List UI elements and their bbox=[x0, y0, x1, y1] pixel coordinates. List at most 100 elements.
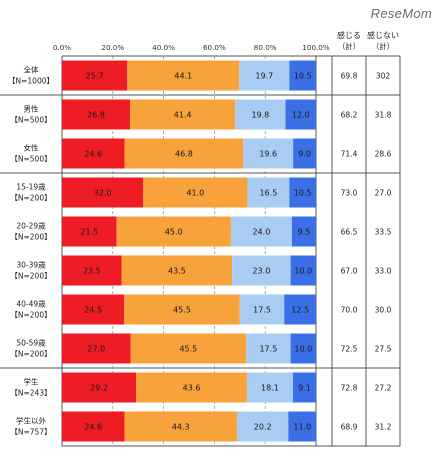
bar-value-label: 24.0 bbox=[252, 228, 270, 237]
bar-segment bbox=[246, 372, 293, 403]
bar-value-label: 24.5 bbox=[84, 306, 102, 315]
row-sample-size: 【N=1000】 bbox=[8, 77, 54, 86]
summary-header: 感じない bbox=[367, 30, 399, 40]
row-sample-size: 【N=200】 bbox=[10, 350, 51, 359]
bar-segment bbox=[246, 333, 291, 364]
not-felt-total: 30.0 bbox=[375, 306, 392, 315]
bar-value-label: 12.5 bbox=[291, 306, 309, 315]
bar-value-label: 16.5 bbox=[259, 189, 277, 198]
row-label: 男性 bbox=[24, 104, 39, 114]
felt-total: 68.9 bbox=[341, 423, 358, 432]
bar-segment bbox=[289, 177, 316, 208]
bar-value-label: 27.0 bbox=[87, 345, 105, 354]
bar-segment bbox=[284, 294, 316, 325]
not-felt-total: 31.8 bbox=[375, 111, 392, 120]
bar-value-label: 32.0 bbox=[94, 189, 112, 198]
bar-segment bbox=[239, 294, 285, 325]
bar-value-label: 23.0 bbox=[252, 267, 270, 276]
bar-value-label: 41.4 bbox=[174, 111, 192, 120]
felt-total: 69.8 bbox=[341, 72, 358, 81]
bar-segment bbox=[62, 99, 131, 130]
bar-segment bbox=[289, 60, 316, 91]
felt-total: 72.8 bbox=[341, 384, 358, 393]
bar-segment bbox=[124, 294, 240, 325]
row-label: 学生 bbox=[24, 377, 39, 387]
x-tick-label: 100.0% bbox=[302, 43, 330, 52]
bar-value-label: 19.7 bbox=[255, 72, 273, 81]
bar-value-label: 46.8 bbox=[175, 150, 193, 159]
bar-value-label: 19.8 bbox=[251, 111, 269, 120]
row-label: 30-39歳 bbox=[16, 260, 46, 270]
bar-value-label: 17.5 bbox=[259, 345, 277, 354]
row-sample-size: 【N=200】 bbox=[10, 194, 51, 203]
bar-segment bbox=[136, 372, 247, 403]
bar-segment bbox=[62, 372, 137, 403]
not-felt-total: 33.5 bbox=[375, 228, 392, 237]
row-sample-size: 【N=500】 bbox=[10, 155, 51, 164]
summary-header-sub: （計） bbox=[372, 41, 395, 51]
bar-segment bbox=[62, 411, 125, 442]
row-sample-size: 【N=200】 bbox=[10, 233, 51, 242]
row-sample-size: 【N=200】 bbox=[10, 311, 51, 320]
bar-value-label: 29.2 bbox=[90, 384, 108, 393]
row-label: 15-19歳 bbox=[16, 182, 46, 192]
bar-value-label: 19.6 bbox=[259, 150, 277, 159]
bar-segment bbox=[290, 333, 316, 364]
not-felt-total: 27.2 bbox=[375, 384, 392, 393]
bar-value-label: 9.5 bbox=[298, 228, 311, 237]
bar-segment bbox=[292, 372, 316, 403]
row-label: 女性 bbox=[24, 143, 39, 153]
bar-segment bbox=[291, 216, 316, 247]
bar-segment bbox=[232, 255, 291, 286]
bar-segment bbox=[116, 216, 231, 247]
bar-value-label: 18.1 bbox=[261, 384, 279, 393]
bar-value-label: 11.0 bbox=[293, 423, 311, 432]
x-tick-label: 80.0% bbox=[254, 43, 277, 52]
row-sample-size: 【N=243】 bbox=[10, 389, 51, 398]
bar-value-label: 45.5 bbox=[179, 345, 197, 354]
bar-value-label: 20.2 bbox=[254, 423, 272, 432]
bar-value-label: 45.0 bbox=[165, 228, 183, 237]
bar-value-label: 10.5 bbox=[294, 189, 312, 198]
bar-segment bbox=[62, 216, 117, 247]
bar-segment bbox=[143, 177, 248, 208]
x-tick-label: 0.0% bbox=[53, 43, 71, 52]
felt-total: 71.4 bbox=[341, 150, 358, 159]
bar-segment bbox=[121, 255, 233, 286]
bar-value-label: 12.0 bbox=[292, 111, 310, 120]
row-label: 40-49歳 bbox=[16, 299, 46, 309]
bar-value-label: 44.1 bbox=[174, 72, 192, 81]
bar-segment bbox=[124, 138, 244, 169]
bar-value-label: 44.3 bbox=[172, 423, 190, 432]
felt-total: 66.5 bbox=[341, 228, 358, 237]
bar-segment bbox=[62, 333, 131, 364]
bar-segment bbox=[237, 411, 289, 442]
bar-segment bbox=[62, 177, 144, 208]
not-felt-total: 27.5 bbox=[375, 345, 392, 354]
bar-segment bbox=[285, 99, 316, 130]
bar-segment bbox=[62, 138, 125, 169]
bar-value-label: 10.5 bbox=[294, 72, 312, 81]
bar-segment bbox=[288, 411, 317, 442]
bar-segment bbox=[243, 138, 294, 169]
row-label: 20-29歳 bbox=[16, 221, 46, 231]
bar-segment bbox=[62, 255, 122, 286]
felt-total: 70.0 bbox=[341, 306, 358, 315]
row-sample-size: 【N=200】 bbox=[10, 272, 51, 281]
bar-segment bbox=[235, 99, 286, 130]
bar-value-label: 26.8 bbox=[87, 111, 105, 120]
felt-total: 73.0 bbox=[341, 189, 358, 198]
bar-value-label: 25.7 bbox=[86, 72, 104, 81]
row-label: 学生以外 bbox=[16, 416, 46, 426]
bar-segment bbox=[127, 60, 240, 91]
bar-value-label: 43.6 bbox=[183, 384, 201, 393]
bar-segment bbox=[293, 138, 316, 169]
x-tick-label: 40.0% bbox=[152, 43, 175, 52]
not-felt-total: 302 bbox=[376, 72, 391, 81]
row-sample-size: 【N=757】 bbox=[10, 428, 51, 437]
not-felt-total: 28.6 bbox=[375, 150, 392, 159]
bar-value-label: 9.0 bbox=[298, 150, 311, 159]
bar-segment bbox=[290, 255, 316, 286]
summary-header-sub: （計） bbox=[338, 41, 361, 51]
resemom-logo: ReseMom bbox=[370, 6, 432, 21]
